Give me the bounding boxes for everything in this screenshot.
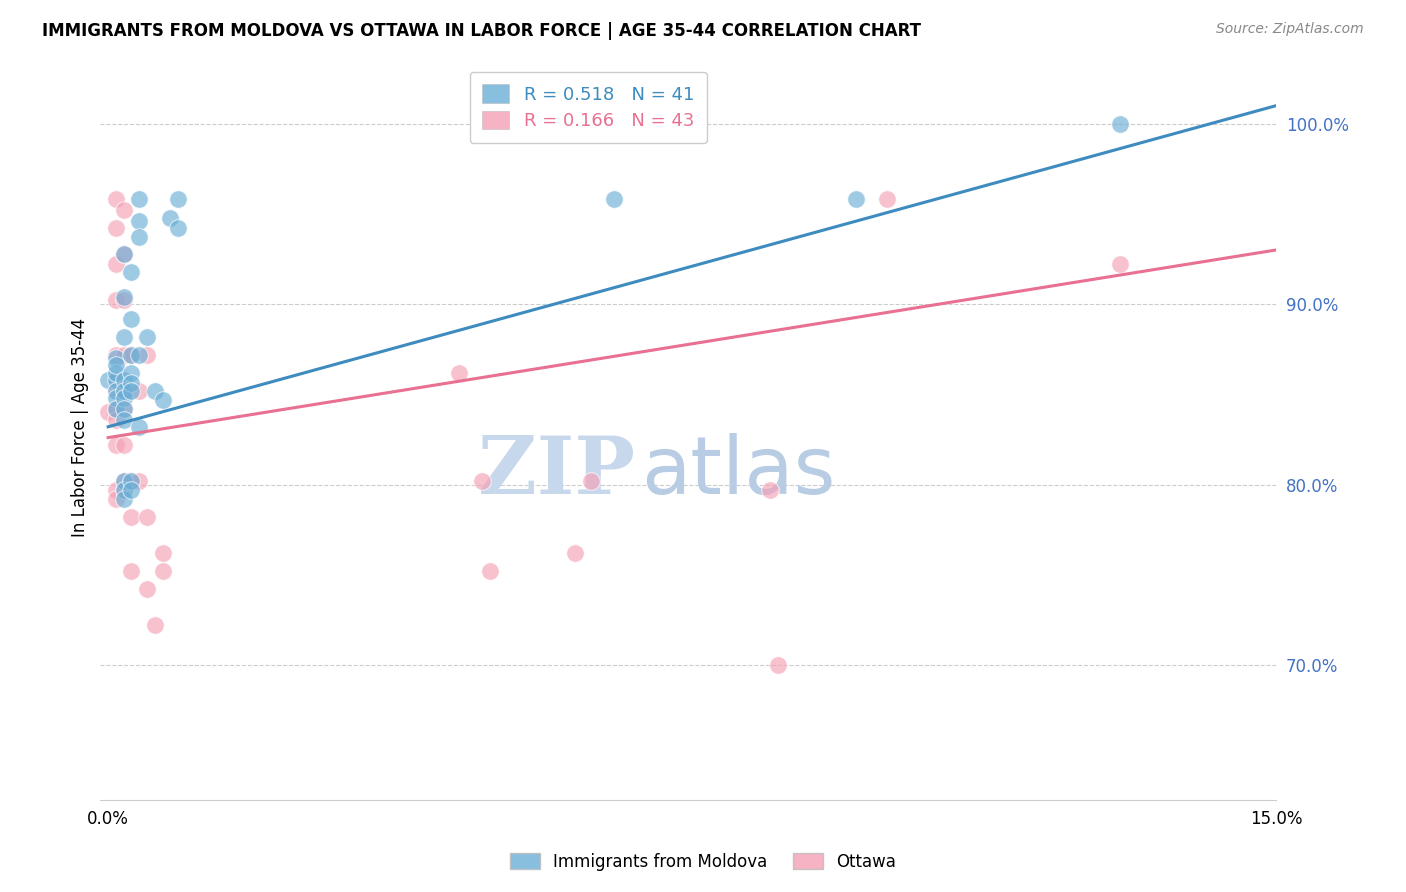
Point [112,329,135,343]
Point [152,392,174,407]
Point [121,311,143,326]
Point [104,483,127,497]
Point [128,230,150,244]
Point [121,474,143,488]
Point [121,348,143,362]
Point [97,373,120,387]
Point [128,214,150,228]
Point [579,474,602,488]
Point [104,221,127,235]
Point [136,582,159,596]
Point [112,401,135,416]
Point [128,474,150,488]
Point [471,474,494,488]
Point [759,483,782,497]
Point [112,483,135,497]
Point [564,546,586,560]
Point [128,193,150,207]
Point [112,348,135,362]
Point [104,257,127,271]
Point [136,510,159,524]
Point [1109,117,1132,131]
Point [112,401,135,416]
Point [104,293,127,308]
Point [104,384,127,398]
Point [104,391,127,405]
Point [112,491,135,506]
Point [121,376,143,391]
Point [143,618,166,632]
Point [167,221,190,235]
Point [112,483,135,497]
Point [112,246,135,260]
Point [104,373,127,387]
Point [104,401,127,416]
Legend: R = 0.518   N = 41, R = 0.166   N = 43: R = 0.518 N = 41, R = 0.166 N = 43 [470,71,707,143]
Point [447,366,470,380]
Text: IMMIGRANTS FROM MOLDOVA VS OTTAWA IN LABOR FORCE | AGE 35-44 CORRELATION CHART: IMMIGRANTS FROM MOLDOVA VS OTTAWA IN LAB… [42,22,921,40]
Point [104,351,127,366]
Point [112,438,135,452]
Point [1109,257,1132,271]
Point [97,405,120,419]
Point [121,265,143,279]
Point [167,193,190,207]
Point [478,564,501,578]
Point [121,348,143,362]
Point [104,438,127,452]
Point [104,375,127,389]
Point [112,384,135,398]
Point [112,474,135,488]
Point [112,384,135,398]
Point [121,366,143,380]
Point [845,193,868,207]
Point [876,193,898,207]
Point [136,329,159,343]
Point [104,491,127,506]
Point [104,412,127,426]
Point [104,401,127,416]
Point [121,510,143,524]
Point [104,366,127,380]
Point [112,474,135,488]
Point [112,203,135,218]
Point [152,546,174,560]
Point [112,246,135,260]
Point [112,391,135,405]
Point [128,384,150,398]
Point [128,348,150,362]
Point [128,419,150,434]
Text: Source: ZipAtlas.com: Source: ZipAtlas.com [1216,22,1364,37]
Text: atlas: atlas [641,434,835,511]
Point [121,564,143,578]
Point [112,373,135,387]
Point [136,348,159,362]
Point [152,564,174,578]
Point [121,474,143,488]
Point [766,657,789,672]
Point [603,193,626,207]
Point [121,483,143,497]
Text: ZIP: ZIP [478,434,636,511]
Point [104,348,127,362]
Point [143,384,166,398]
Point [112,293,135,308]
Point [104,384,127,398]
Y-axis label: In Labor Force | Age 35-44: In Labor Force | Age 35-44 [72,318,89,537]
Legend: Immigrants from Moldova, Ottawa: Immigrants from Moldova, Ottawa [502,845,904,880]
Point [104,193,127,207]
Point [104,359,127,373]
Point [112,290,135,304]
Point [159,211,181,225]
Point [121,384,143,398]
Point [112,412,135,426]
